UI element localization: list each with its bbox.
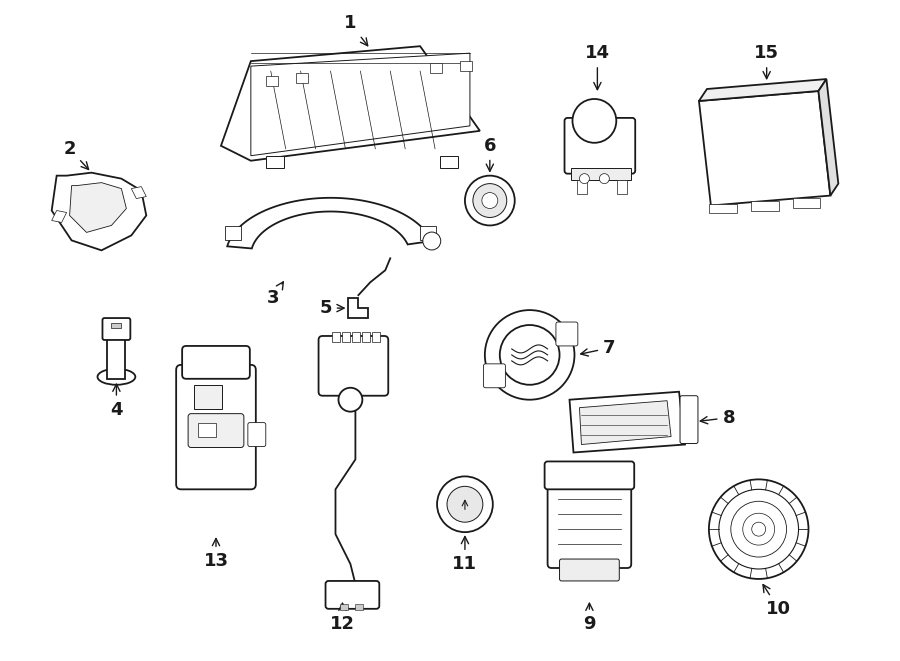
Bar bbox=[373, 332, 381, 342]
Circle shape bbox=[472, 184, 507, 217]
FancyBboxPatch shape bbox=[564, 118, 635, 174]
Text: 7: 7 bbox=[580, 339, 616, 357]
Bar bbox=[440, 156, 458, 168]
Polygon shape bbox=[570, 392, 685, 453]
Polygon shape bbox=[69, 182, 126, 233]
Bar bbox=[332, 332, 340, 342]
Bar bbox=[617, 180, 627, 194]
Polygon shape bbox=[251, 53, 470, 156]
Text: 11: 11 bbox=[453, 537, 477, 573]
Circle shape bbox=[423, 232, 441, 250]
Bar bbox=[419, 226, 436, 240]
Bar bbox=[340, 604, 348, 610]
Bar bbox=[296, 73, 308, 83]
FancyBboxPatch shape bbox=[182, 346, 250, 379]
Circle shape bbox=[447, 486, 483, 522]
Bar bbox=[225, 226, 241, 240]
Bar bbox=[363, 332, 370, 342]
Text: 2: 2 bbox=[63, 139, 88, 169]
Polygon shape bbox=[580, 401, 671, 444]
Circle shape bbox=[599, 174, 609, 184]
FancyBboxPatch shape bbox=[248, 422, 266, 447]
Text: 9: 9 bbox=[583, 603, 596, 633]
Bar bbox=[751, 200, 778, 210]
Bar bbox=[709, 204, 737, 214]
Text: 15: 15 bbox=[754, 44, 779, 79]
Polygon shape bbox=[348, 298, 368, 318]
FancyBboxPatch shape bbox=[319, 336, 388, 396]
Bar bbox=[343, 332, 350, 342]
FancyBboxPatch shape bbox=[680, 396, 698, 444]
Text: 3: 3 bbox=[266, 282, 284, 307]
Bar bbox=[107, 335, 125, 379]
Circle shape bbox=[482, 192, 498, 208]
Bar bbox=[266, 156, 284, 168]
Text: 8: 8 bbox=[700, 408, 735, 426]
Text: 6: 6 bbox=[483, 137, 496, 171]
Text: 12: 12 bbox=[330, 603, 355, 633]
FancyBboxPatch shape bbox=[326, 581, 379, 609]
Circle shape bbox=[338, 388, 363, 412]
Bar bbox=[353, 332, 360, 342]
Bar bbox=[460, 61, 472, 71]
Polygon shape bbox=[699, 79, 826, 101]
Bar bbox=[793, 198, 821, 208]
Text: 13: 13 bbox=[203, 539, 229, 570]
Bar bbox=[572, 168, 631, 180]
Bar bbox=[356, 604, 364, 610]
Circle shape bbox=[572, 99, 616, 143]
Bar bbox=[198, 422, 216, 436]
Polygon shape bbox=[131, 186, 147, 198]
Circle shape bbox=[580, 174, 590, 184]
FancyBboxPatch shape bbox=[544, 461, 634, 489]
Polygon shape bbox=[818, 79, 839, 196]
Polygon shape bbox=[221, 46, 480, 161]
Bar bbox=[578, 180, 588, 194]
FancyBboxPatch shape bbox=[556, 322, 578, 346]
Polygon shape bbox=[699, 91, 831, 206]
Text: 14: 14 bbox=[585, 44, 610, 90]
Ellipse shape bbox=[97, 369, 135, 385]
FancyBboxPatch shape bbox=[560, 559, 619, 581]
Bar bbox=[112, 323, 122, 328]
Circle shape bbox=[465, 176, 515, 225]
Circle shape bbox=[437, 477, 493, 532]
Text: 10: 10 bbox=[763, 584, 791, 618]
FancyBboxPatch shape bbox=[103, 318, 130, 340]
Bar bbox=[266, 76, 278, 86]
Text: 5: 5 bbox=[320, 299, 344, 317]
Bar bbox=[194, 385, 222, 408]
FancyBboxPatch shape bbox=[547, 475, 631, 568]
Polygon shape bbox=[51, 210, 67, 223]
Circle shape bbox=[485, 310, 574, 400]
FancyBboxPatch shape bbox=[176, 365, 256, 489]
Text: 4: 4 bbox=[110, 384, 122, 418]
FancyBboxPatch shape bbox=[188, 414, 244, 447]
Text: 1: 1 bbox=[344, 15, 368, 46]
Circle shape bbox=[500, 325, 560, 385]
FancyBboxPatch shape bbox=[483, 364, 506, 388]
Polygon shape bbox=[51, 173, 147, 251]
Bar bbox=[430, 63, 442, 73]
Polygon shape bbox=[227, 198, 432, 249]
